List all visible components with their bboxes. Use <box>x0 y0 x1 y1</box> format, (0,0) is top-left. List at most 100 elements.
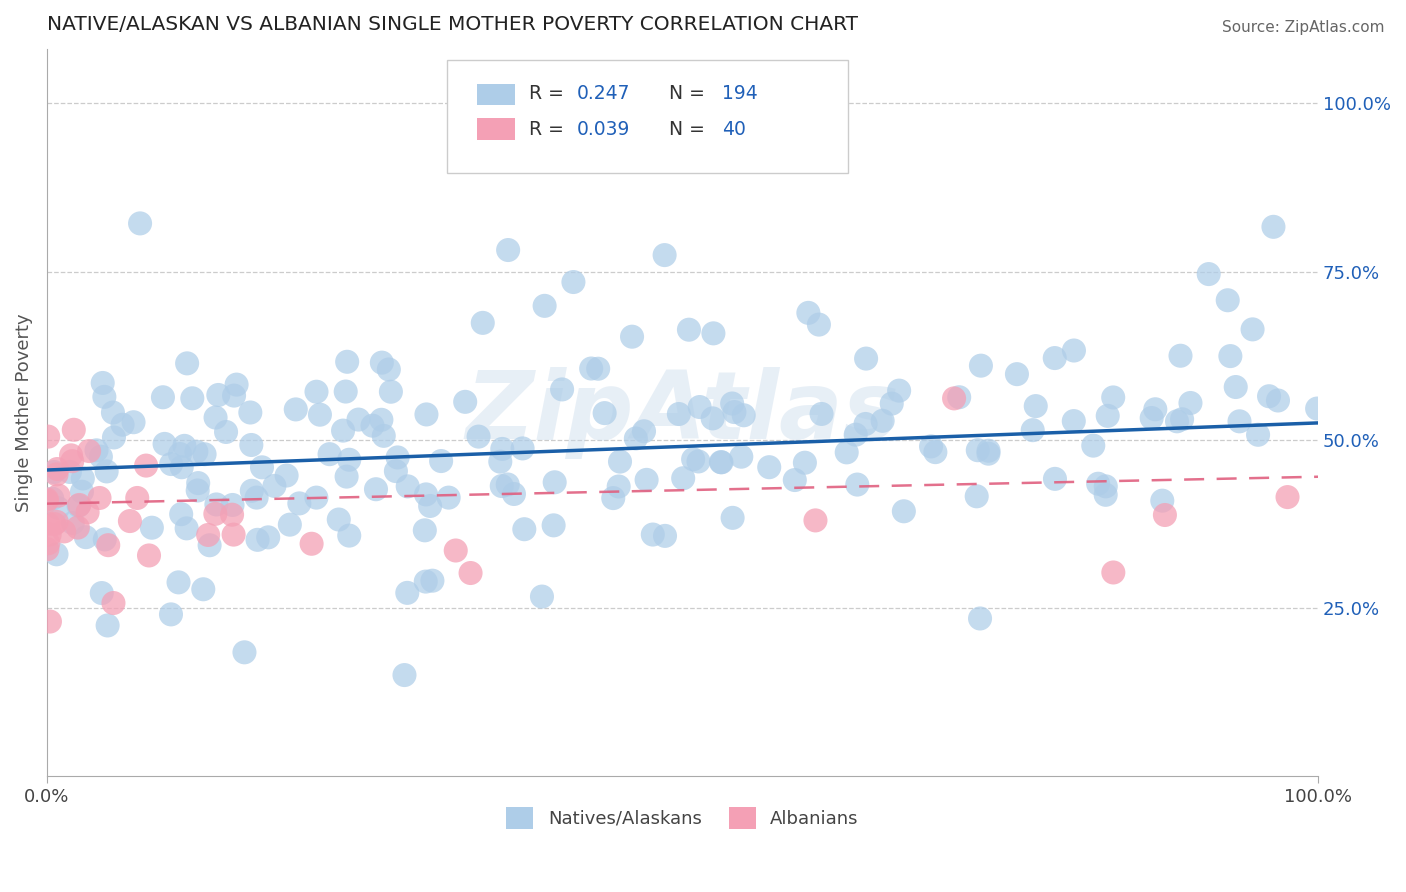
Natives/Alaskans <box>1258 389 1281 403</box>
Natives/Alaskans <box>347 412 370 426</box>
Natives/Alaskans <box>186 444 208 458</box>
Natives/Alaskans <box>668 407 690 421</box>
Natives/Alaskans <box>1087 476 1109 491</box>
Natives/Alaskans <box>544 475 567 490</box>
Natives/Alaskans <box>250 460 273 475</box>
Natives/Alaskans <box>246 533 269 547</box>
Natives/Alaskans <box>153 437 176 451</box>
Natives/Alaskans <box>276 468 298 483</box>
Albanians <box>45 467 67 482</box>
Natives/Alaskans <box>496 243 519 257</box>
Natives/Alaskans <box>111 417 134 432</box>
Natives/Alaskans <box>688 454 710 468</box>
Natives/Alaskans <box>1025 399 1047 413</box>
Natives/Alaskans <box>609 454 631 468</box>
Natives/Alaskans <box>1267 393 1289 408</box>
Natives/Alaskans <box>721 396 744 410</box>
Natives/Alaskans <box>205 498 228 512</box>
Natives/Alaskans <box>67 499 90 513</box>
Albanians <box>460 566 482 580</box>
Natives/Alaskans <box>807 318 830 332</box>
Natives/Alaskans <box>1094 479 1116 493</box>
Natives/Alaskans <box>193 582 215 597</box>
Natives/Alaskans <box>415 408 437 422</box>
Albanians <box>67 498 90 512</box>
Natives/Alaskans <box>239 405 262 419</box>
Natives/Alaskans <box>288 496 311 510</box>
Natives/Alaskans <box>396 586 419 600</box>
Natives/Alaskans <box>1063 343 1085 358</box>
Natives/Alaskans <box>337 452 360 467</box>
Natives/Alaskans <box>240 438 263 452</box>
Natives/Alaskans <box>246 491 269 505</box>
Natives/Alaskans <box>593 406 616 420</box>
Albanians <box>197 528 219 542</box>
Natives/Alaskans <box>318 447 340 461</box>
Natives/Alaskans <box>1094 488 1116 502</box>
Natives/Alaskans <box>437 491 460 505</box>
Natives/Alaskans <box>689 400 711 414</box>
Natives/Alaskans <box>221 498 243 512</box>
Albanians <box>53 524 76 539</box>
Natives/Alaskans <box>173 439 195 453</box>
Y-axis label: Single Mother Poverty: Single Mother Poverty <box>15 313 32 512</box>
Natives/Alaskans <box>122 415 145 429</box>
Natives/Alaskans <box>1043 472 1066 486</box>
Albanians <box>45 515 67 529</box>
Natives/Alaskans <box>364 482 387 496</box>
Natives/Alaskans <box>207 388 229 402</box>
Natives/Alaskans <box>394 668 416 682</box>
Natives/Alaskans <box>187 483 209 498</box>
Natives/Alaskans <box>62 516 84 530</box>
Albanians <box>103 596 125 610</box>
Natives/Alaskans <box>215 425 238 439</box>
Albanians <box>1154 508 1177 522</box>
Natives/Alaskans <box>328 512 350 526</box>
Albanians <box>118 514 141 528</box>
Natives/Alaskans <box>730 450 752 464</box>
Natives/Alaskans <box>503 487 526 501</box>
Albanians <box>89 491 111 505</box>
Natives/Alaskans <box>59 465 82 479</box>
Natives/Alaskans <box>370 413 392 427</box>
Albanians <box>1102 566 1125 580</box>
Natives/Alaskans <box>855 351 877 366</box>
Natives/Alaskans <box>654 248 676 262</box>
Natives/Alaskans <box>305 384 328 399</box>
Natives/Alaskans <box>1306 401 1329 416</box>
Natives/Alaskans <box>170 507 193 521</box>
Natives/Alaskans <box>654 529 676 543</box>
Natives/Alaskans <box>966 489 988 503</box>
Natives/Alaskans <box>337 528 360 542</box>
Natives/Alaskans <box>454 394 477 409</box>
Albanians <box>48 489 70 503</box>
Natives/Alaskans <box>413 524 436 538</box>
Natives/Alaskans <box>969 611 991 625</box>
Natives/Alaskans <box>430 454 453 468</box>
Natives/Alaskans <box>415 487 437 501</box>
Natives/Alaskans <box>335 384 357 399</box>
Natives/Alaskans <box>141 521 163 535</box>
Natives/Alaskans <box>101 406 124 420</box>
Natives/Alaskans <box>1083 439 1105 453</box>
Natives/Alaskans <box>387 450 409 465</box>
Natives/Alaskans <box>855 417 877 431</box>
Natives/Alaskans <box>893 504 915 518</box>
Natives/Alaskans <box>602 491 624 505</box>
Natives/Alaskans <box>551 383 574 397</box>
Natives/Alaskans <box>371 356 394 370</box>
Natives/Alaskans <box>579 361 602 376</box>
Albanians <box>135 458 157 473</box>
Albanians <box>804 513 827 527</box>
Natives/Alaskans <box>783 473 806 487</box>
Natives/Alaskans <box>278 517 301 532</box>
Albanians <box>35 492 58 507</box>
Natives/Alaskans <box>1171 412 1194 426</box>
Albanians <box>44 517 66 532</box>
Albanians <box>37 429 59 443</box>
Natives/Alaskans <box>90 586 112 600</box>
Natives/Alaskans <box>845 427 868 442</box>
Albanians <box>138 549 160 563</box>
Natives/Alaskans <box>678 323 700 337</box>
Text: Source: ZipAtlas.com: Source: ZipAtlas.com <box>1222 20 1385 35</box>
